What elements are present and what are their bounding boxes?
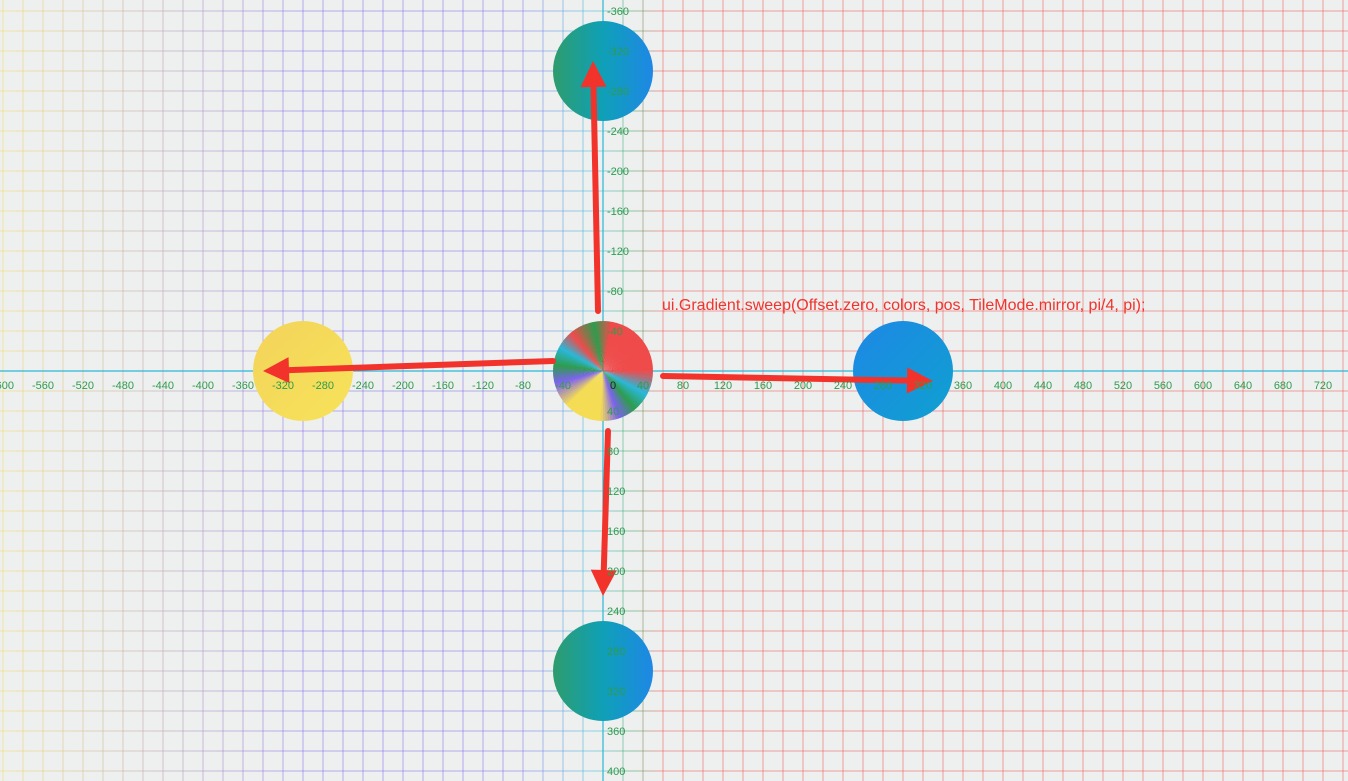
y-tick-label: -40 [607,326,623,338]
origin-label: 0 [610,380,616,392]
x-tick-label: 680 [1274,380,1292,392]
x-tick-label: 160 [754,380,772,392]
y-tick-label: 240 [607,606,625,618]
x-tick-label: -440 [152,380,174,392]
circle-top [553,21,653,121]
x-tick-label: 120 [714,380,732,392]
x-tick-label: -360 [232,380,254,392]
x-tick-label: 240 [834,380,852,392]
x-tick-label: 720 [1314,380,1332,392]
x-tick-label: 440 [1034,380,1052,392]
x-tick-label: -320 [272,380,294,392]
x-tick-label: -400 [192,380,214,392]
x-tick-label: 280 [874,380,892,392]
x-tick-label: 480 [1074,380,1092,392]
y-tick-label: 280 [607,646,625,658]
x-tick-label: 400 [994,380,1012,392]
y-tick-label: 160 [607,526,625,538]
arrow-to-left [263,357,556,384]
y-tick-label: -360 [607,6,629,18]
x-tick-label: 360 [954,380,972,392]
y-tick-label: 80 [607,446,619,458]
x-tick-label: 40 [637,380,649,392]
x-tick-label: 600 [1194,380,1212,392]
circle-right [853,321,953,421]
y-tick-label: -120 [607,246,629,258]
circle-center [553,321,653,421]
x-tick-label: 640 [1234,380,1252,392]
x-tick-label: -240 [352,380,374,392]
x-tick-label: -120 [472,380,494,392]
x-tick-label: -200 [392,380,414,392]
y-tick-label: 40 [607,406,619,418]
arrow-to-bottom [590,428,617,596]
arrow-to-right [660,367,933,394]
y-tick-label: 320 [607,686,625,698]
x-tick-label: -280 [312,380,334,392]
code-annotation: ui.Gradient.sweep(Offset.zero, colors, p… [662,297,1145,314]
x-tick-label: 200 [794,380,812,392]
y-tick-label: -160 [607,206,629,218]
arrow-to-top [580,61,607,314]
x-tick-label: 80 [677,380,689,392]
x-tick-label: -560 [32,380,54,392]
x-tick-label: -600 [0,380,14,392]
x-tick-label: -80 [515,380,531,392]
x-tick-label: -520 [72,380,94,392]
y-tick-label: -200 [607,166,629,178]
x-tick-label: -160 [432,380,454,392]
x-tick-label: -480 [112,380,134,392]
y-tick-label: -240 [607,126,629,138]
y-tick-label: 200 [607,566,625,578]
x-tick-label: 560 [1154,380,1172,392]
y-tick-label: -280 [607,86,629,98]
y-tick-label: -80 [607,286,623,298]
x-tick-label: -40 [555,380,571,392]
y-tick-label: -320 [607,46,629,58]
circle-bottom [553,621,653,721]
y-tick-label: 360 [607,726,625,738]
y-tick-label: 120 [607,486,625,498]
x-tick-label: 520 [1114,380,1132,392]
x-tick-label: 320 [914,380,932,392]
y-tick-label: 400 [607,766,625,778]
